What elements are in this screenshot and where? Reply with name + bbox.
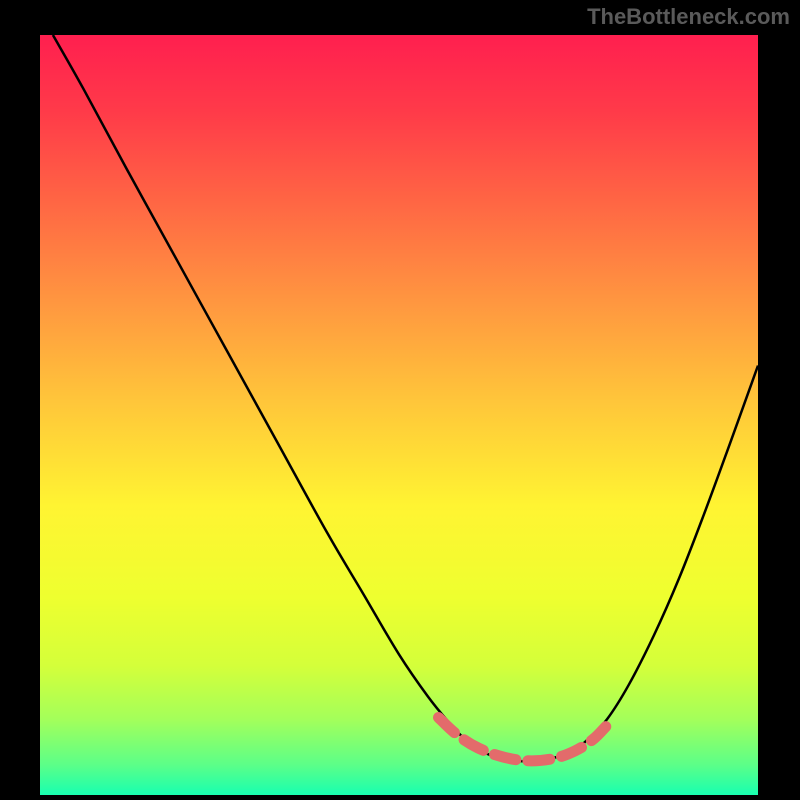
bottleneck-curve: [53, 35, 758, 761]
plot-area: [40, 35, 758, 795]
optimal-range-marker: [438, 717, 605, 760]
watermark-text: TheBottleneck.com: [587, 4, 790, 30]
curve-layer: [40, 35, 758, 795]
chart-frame: TheBottleneck.com: [0, 0, 800, 800]
